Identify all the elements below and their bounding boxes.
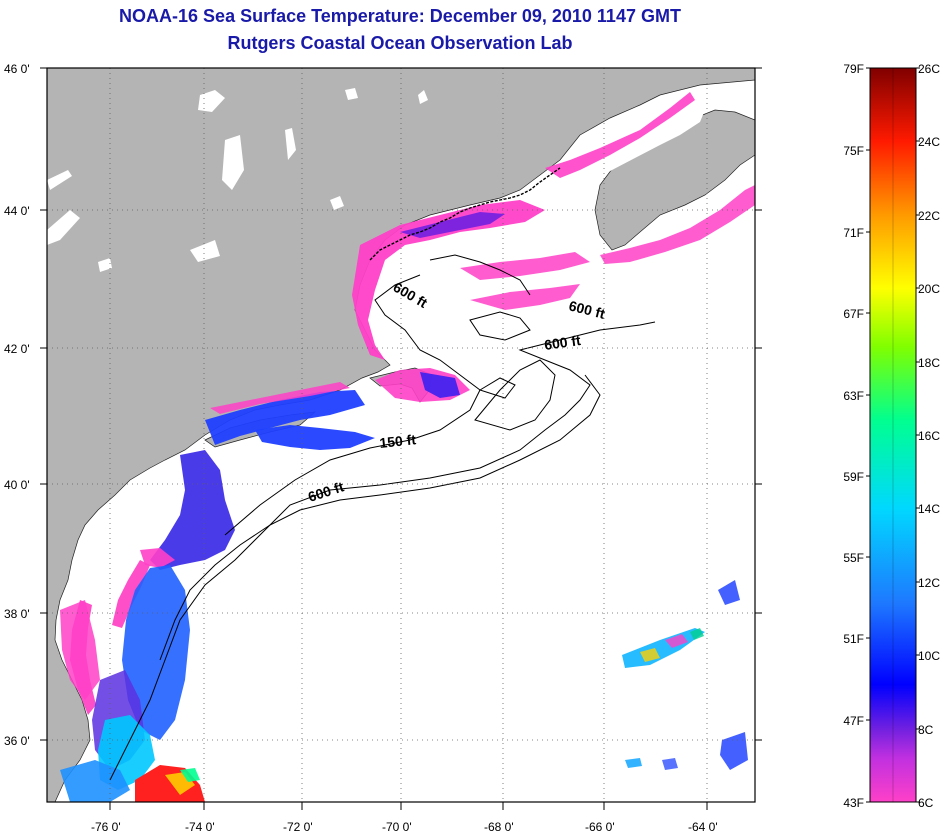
- delaware-bay: [112, 560, 150, 628]
- scale-f-label: 59F: [843, 470, 864, 484]
- lon-label-76: -76 0': [91, 820, 121, 834]
- maine-coastline: [369, 167, 561, 261]
- title-line-1: NOAA-16 Sea Surface Temperature: Decembe…: [119, 6, 681, 26]
- scale-f-label: 63F: [843, 389, 864, 403]
- lon-label-66: -66 0': [585, 820, 615, 834]
- lat-label-42: 42 0': [4, 342, 30, 356]
- scale-c-label: 6C: [918, 796, 934, 810]
- color-scale-bar: [869, 67, 917, 803]
- scale-f-label: 51F: [843, 632, 864, 646]
- color-scale-ticks: [866, 67, 920, 803]
- scale-c-label: 12C: [918, 576, 941, 590]
- lon-label-74: -74 0': [185, 820, 215, 834]
- lat-label-46: 46 0': [4, 62, 30, 76]
- scale-f-label: 55F: [843, 551, 864, 565]
- scale-c-label: 22C: [918, 209, 941, 223]
- scale-f-label: 79F: [843, 62, 864, 76]
- scale-f-label: 67F: [843, 307, 864, 321]
- lon-label-70: -70 0': [382, 820, 412, 834]
- scale-c-label: 16C: [918, 429, 941, 443]
- inland-lakes: [47, 88, 428, 272]
- graticule: [47, 68, 755, 802]
- lon-label-64: -64 0': [688, 820, 718, 834]
- nova-scotia-landmass: [594, 109, 755, 251]
- scale-c-label: 24C: [918, 135, 941, 149]
- scale-c-label: 10C: [918, 649, 941, 663]
- bay-of-fundy-water: [580, 110, 705, 180]
- title-line-2: Rutgers Coastal Ocean Observation Lab: [227, 33, 573, 53]
- scale-c-label: 26C: [918, 62, 941, 76]
- scale-c-label: 20C: [918, 282, 941, 296]
- lat-label-40: 40 0': [4, 478, 30, 492]
- lat-label-38: 38 0': [4, 607, 30, 621]
- contour-label-3: 600 ft: [543, 332, 582, 353]
- lat-label-36: 36 0': [4, 734, 30, 748]
- contour-label-4: 150 ft: [379, 431, 417, 451]
- scale-c-label: 18C: [918, 356, 941, 370]
- lon-label-72: -72 0': [283, 820, 313, 834]
- axis-ticks: [40, 67, 762, 810]
- scale-f-label: 75F: [843, 144, 864, 158]
- scale-f-label: 47F: [843, 714, 864, 728]
- scale-f-label: 71F: [843, 226, 864, 240]
- bathymetry-contours: [109, 254, 656, 781]
- lon-label-68: -68 0': [484, 820, 514, 834]
- lat-label-44: 44 0': [4, 204, 30, 218]
- scale-c-label: 14C: [918, 502, 941, 516]
- scale-c-label: 8C: [918, 723, 934, 737]
- scale-f-label: 43F: [843, 796, 864, 810]
